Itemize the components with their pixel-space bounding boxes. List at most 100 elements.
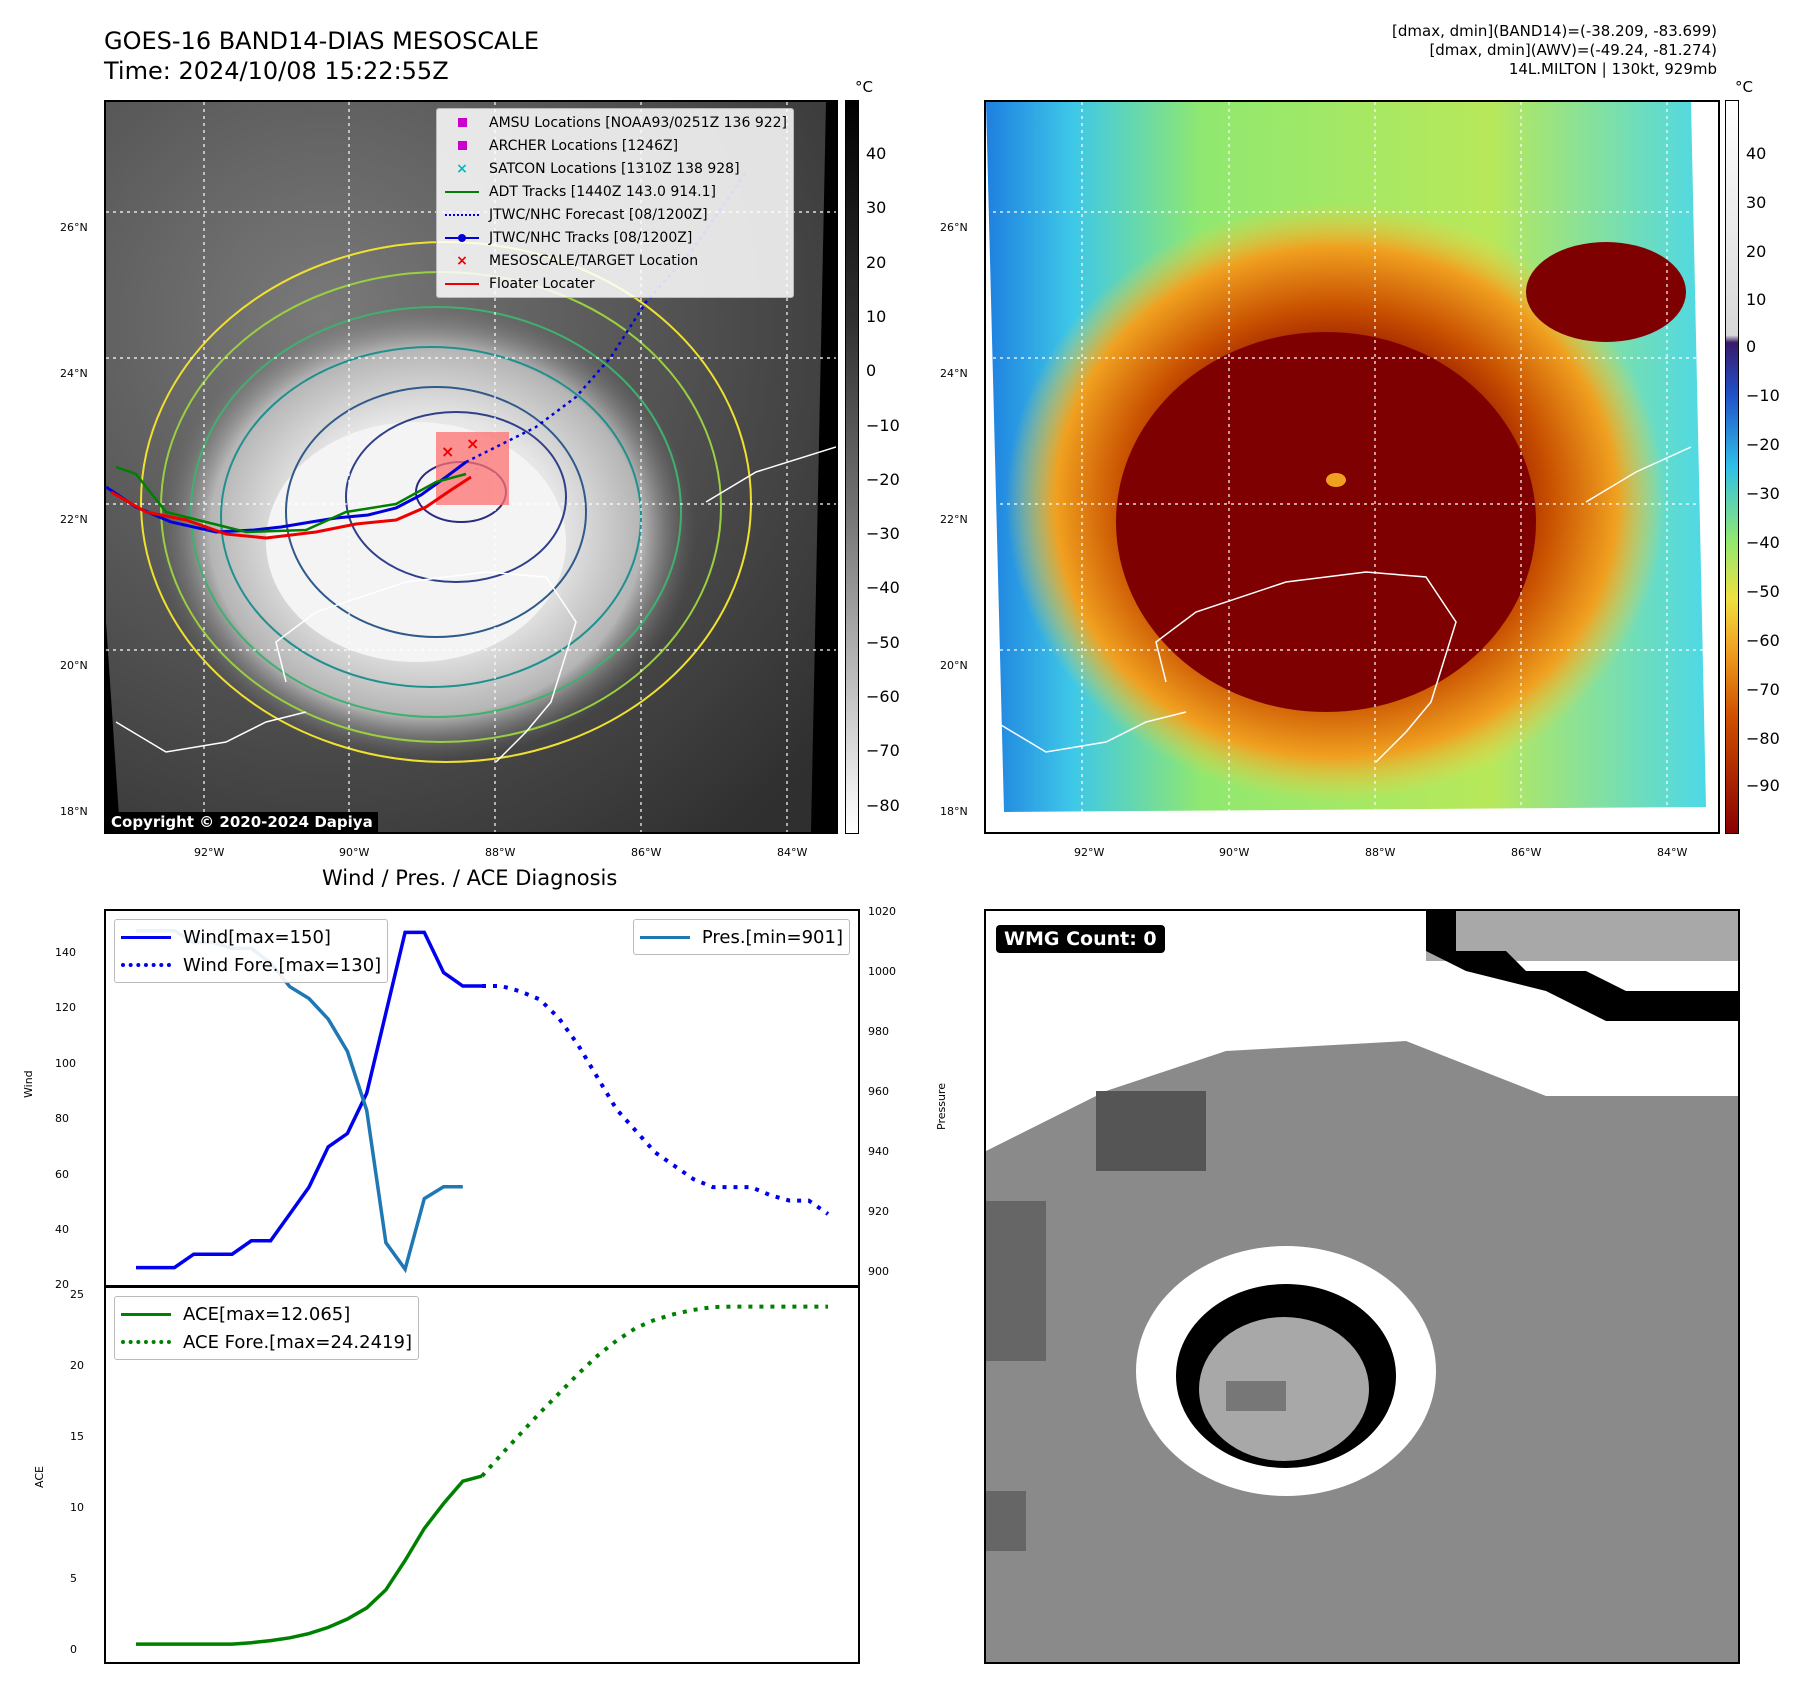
colorbar-tick: −80 [866,795,900,815]
legend-floater: Floater Locater [443,272,787,295]
legend-x-icon: × [456,160,468,177]
ace-legend: ACE[max=12.065] ACE Fore.[max=24.2419] [114,1296,419,1360]
colorbar-tick: −20 [866,469,900,489]
wind-ylabel: Wind [22,1070,35,1098]
ace-forecast-series-line [480,1304,828,1478]
wind-tick: 60 [55,1167,69,1181]
wind-series-line [136,930,482,1270]
colorbar-tick: −30 [1746,484,1780,503]
colorbar-tick: −60 [866,687,900,706]
legend-square-icon [443,115,481,131]
legend-line-icon [121,1312,171,1316]
pres-tick: 940 [868,1145,889,1158]
pres-legend: Pres.[min=901] [632,919,850,955]
colorbar-tick: −80 [1746,729,1780,748]
lat-label: 24°N [60,367,88,380]
lat-label: 26°N [60,221,88,234]
lon-label: 84°W [777,846,808,859]
wind-tick: 100 [55,1056,76,1070]
lat-label: 24°N [940,367,968,380]
colorbar-tick: 30 [1746,193,1767,212]
lat-label: 22°N [60,513,88,526]
target-x-marker: × [441,442,454,461]
legend-jtwc-forecast: JTWC/NHC Forecast [08/1200Z] [443,203,787,226]
legend-amsu: AMSU Locations [NOAA93/0251Z 136 922] [443,111,787,134]
lon-label: 92°W [194,846,225,859]
wind-tick: 80 [55,1112,69,1126]
lon-label: 90°W [1219,846,1250,859]
legend-line-icon [443,276,481,292]
legend-line-icon [121,935,171,939]
pres-ylabel: Pressure [935,1083,948,1130]
wind-tick: 120 [55,1001,76,1015]
awv-map-panel [984,100,1720,834]
lon-label: 92°W [1074,846,1105,859]
wmg-count-badge: WMG Count: 0 [996,925,1165,953]
diag-title: Wind / Pres. / ACE Diagnosis [322,866,618,890]
lat-label: 20°N [940,659,968,672]
info-band14: [dmax, dmin](BAND14)=(-38.209, -83.699) [1392,22,1717,40]
lat-label: 20°N [60,659,88,672]
wind-tick: 140 [55,946,76,959]
ace-tick: 25 [70,1288,84,1301]
legend-line-dot-icon [443,230,481,246]
legend-archer: ARCHER Locations [1246Z] [443,134,787,157]
copyright-badge: Copyright © 2020-2024 Dapiya [106,812,378,832]
colorbar-tick: 10 [1746,290,1767,309]
lon-label: 86°W [631,846,662,859]
legend-x-icon: × [456,252,468,269]
colorbar-tick: 40 [1746,144,1767,163]
colorbar-tick: −10 [1746,386,1780,405]
legend-square-icon [443,138,481,154]
wind-tick: 20 [55,1278,69,1292]
legend-wind: Wind[max=150] [121,923,381,951]
legend-dotted-line-icon [443,207,481,223]
colorbar-tick: 0 [866,361,877,381]
colorbar-tick: −50 [866,632,900,652]
pres-tick: 920 [868,1205,889,1218]
legend-ace-fore: ACE Fore.[max=24.2419] [121,1328,412,1356]
legend-dotted-line-icon [121,1340,171,1344]
ace-panel: ACE[max=12.065] ACE Fore.[max=24.2419] [104,1286,860,1664]
colorbar-tick: −50 [1746,582,1780,601]
ir-colorbar [845,100,859,834]
info-block: [dmax, dmin](BAND14)=(-38.209, -83.699) … [1392,22,1717,79]
legend-jtwc-tracks: JTWC/NHC Tracks [08/1200Z] [443,226,787,249]
colorbar-tick: −70 [1746,680,1780,699]
wmg-panel: WMG Count: 0 [984,909,1740,1664]
pres-tick: 900 [868,1265,889,1278]
ace-tick: 0 [70,1643,77,1656]
ace-tick: 20 [70,1359,84,1372]
colorbar-tick: −90 [1746,776,1780,795]
adt-track-line [115,465,467,534]
legend-pres: Pres.[min=901] [639,923,843,951]
ir-colorbar-unit: °C [855,78,873,96]
ace-svg [136,1304,828,1646]
legend-line-icon [443,184,481,200]
wind-forecast-series-line [482,984,830,1216]
colorbar-tick: −60 [1746,631,1780,650]
colorbar-tick: −20 [1746,435,1780,454]
pres-tick: 1000 [868,965,896,978]
legend-line-icon [639,935,690,939]
colorbar-tick: −40 [1746,533,1780,552]
wind-pres-panel: Wind[max=150] Wind Fore.[max=130] Pres.[… [104,909,860,1287]
jtwc-track-line [106,460,467,534]
figure-title: GOES-16 BAND14-DIAS MESOSCALE [104,27,540,55]
figure-time: Time: 2024/10/08 15:22:55Z [104,57,449,85]
floater-locater-line [110,475,472,540]
ir-legend: AMSU Locations [NOAA93/0251Z 136 922] AR… [436,108,795,298]
info-storm: 14L.MILTON | 130kt, 929mb [1508,60,1717,78]
pres-tick: 960 [868,1085,889,1098]
lat-label: 26°N [940,221,968,234]
colorbar-tick: −30 [866,524,900,544]
colorbar-tick: 10 [866,306,887,326]
colorbar-tick: 20 [866,252,887,272]
wind-tick: 40 [55,1223,69,1236]
lat-label: 18°N [940,805,968,818]
pres-tick: 1020 [868,905,896,918]
ace-tick: 5 [70,1572,77,1585]
wind-legend: Wind[max=150] Wind Fore.[max=130] [114,919,389,983]
lon-label: 84°W [1657,846,1688,859]
colorbar-tick: −10 [866,415,900,435]
